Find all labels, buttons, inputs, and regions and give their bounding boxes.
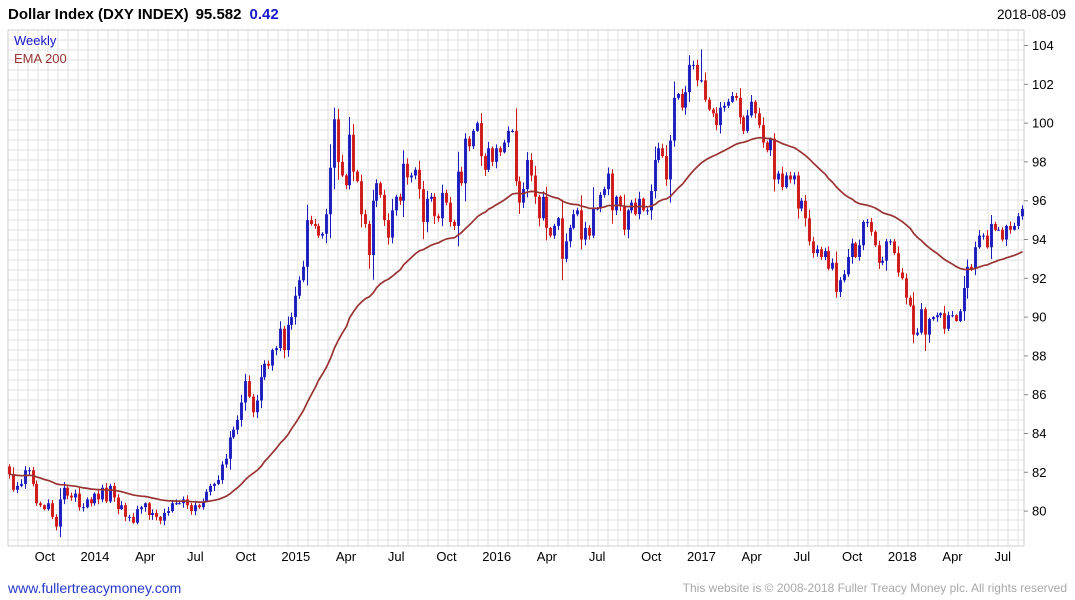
x-axis-label: Apr: [537, 549, 558, 564]
x-axis-label: Jul: [994, 549, 1011, 564]
ema-line: [9, 136, 1023, 503]
x-axis-label: Apr: [742, 549, 763, 564]
copyright-text: This website is © 2008-2018 Fuller Treac…: [682, 581, 1067, 595]
chart-date: 2018-08-09: [996, 7, 1066, 22]
y-axis-label: 82: [1032, 465, 1046, 480]
y-axis-label: 104: [1032, 38, 1054, 53]
legend-timeframe-label: Weekly: [14, 33, 57, 48]
x-axis-label: Oct: [235, 549, 256, 564]
x-axis-label: Jul: [589, 549, 606, 564]
x-axis-label: Apr: [336, 549, 357, 564]
x-axis-label: Oct: [436, 549, 457, 564]
x-axis-label: 2018: [888, 549, 917, 564]
x-axis-label: Jul: [794, 549, 811, 564]
up-candle-bodies: [16, 64, 1024, 527]
y-axis-label: 94: [1032, 232, 1046, 247]
y-axis-label: 102: [1032, 77, 1054, 92]
y-axis-label: 98: [1032, 154, 1046, 169]
grid-lines: [7, 29, 1024, 546]
chart-header: Dollar Index (DXY INDEX) 95.582 0.42 2018-…: [0, 0, 1075, 28]
last-price: 95.582: [195, 6, 242, 23]
x-axis-label: Apr: [135, 549, 156, 564]
down-candle-bodies: [8, 64, 1012, 527]
x-axis-label: Jul: [187, 549, 204, 564]
legend-ema-label: EMA 200: [14, 51, 67, 66]
y-axis-label: 90: [1032, 310, 1046, 325]
y-axis-label: 96: [1032, 193, 1046, 208]
y-axis-label: 86: [1032, 387, 1046, 402]
website-link[interactable]: www.fullertreacymoney.com: [8, 580, 182, 596]
x-axis-label: Apr: [942, 549, 963, 564]
x-axis-label: Oct: [641, 549, 662, 564]
x-axis-label: 2015: [281, 549, 310, 564]
x-axis-label: 2017: [687, 549, 716, 564]
x-axis-label: Oct: [35, 549, 56, 564]
x-axis-label: Jul: [388, 549, 405, 564]
y-axis-label: 84: [1032, 426, 1046, 441]
header-line: Dollar Index (DXY INDEX) 95.582 0.42: [8, 6, 279, 24]
page-title: Dollar Index (DXY INDEX): [8, 6, 189, 23]
x-axis-label: Oct: [842, 549, 863, 564]
x-axis-label: 2014: [80, 549, 109, 564]
footer-bar: www.fullertreacymoney.com This website i…: [0, 577, 1075, 600]
y-axis-label: 92: [1032, 271, 1046, 286]
plot-border: [7, 29, 1025, 547]
x-axis-label: 2016: [482, 549, 511, 564]
y-axis-label: 88: [1032, 348, 1046, 363]
price-change: 0.42: [249, 6, 279, 23]
y-axis-label: 100: [1032, 116, 1054, 131]
y-axis-label: 80: [1032, 504, 1046, 519]
